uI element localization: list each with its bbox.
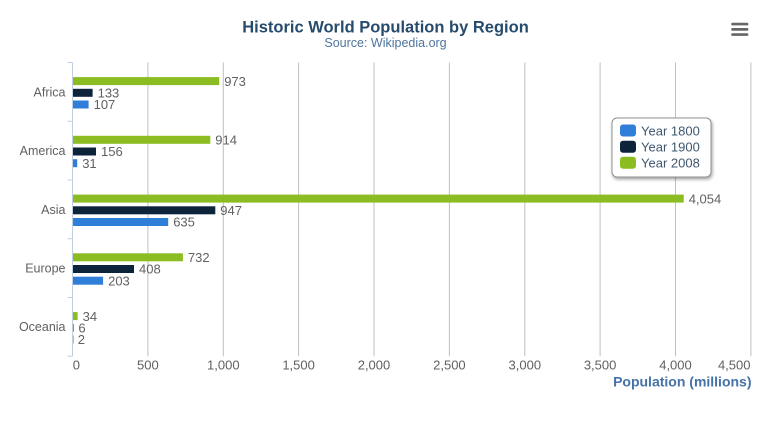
svg-text:1,000: 1,000	[207, 358, 240, 373]
svg-text:4,054: 4,054	[689, 191, 722, 206]
svg-text:0: 0	[73, 358, 80, 373]
svg-text:500: 500	[137, 358, 159, 373]
svg-text:31: 31	[82, 156, 96, 171]
svg-text:2: 2	[78, 332, 85, 347]
svg-text:Year 1900: Year 1900	[641, 140, 700, 155]
svg-text:635: 635	[173, 215, 195, 230]
svg-text:107: 107	[94, 97, 116, 112]
svg-text:Year 1800: Year 1800	[641, 123, 700, 138]
svg-text:Source: Wikipedia.org: Source: Wikipedia.org	[324, 36, 446, 50]
svg-text:408: 408	[139, 262, 161, 277]
svg-text:133: 133	[98, 86, 120, 101]
svg-text:Population (millions): Population (millions)	[613, 374, 751, 390]
svg-text:34: 34	[83, 309, 97, 324]
svg-text:America: America	[20, 144, 66, 158]
svg-text:3,500: 3,500	[584, 358, 617, 373]
svg-text:732: 732	[188, 250, 210, 265]
svg-text:6: 6	[78, 321, 85, 336]
svg-text:4,000: 4,000	[659, 358, 692, 373]
svg-text:4,500: 4,500	[718, 358, 751, 373]
svg-text:Oceania: Oceania	[19, 320, 66, 334]
svg-text:914: 914	[215, 133, 237, 148]
svg-text:Europe: Europe	[25, 262, 65, 276]
svg-text:2,000: 2,000	[358, 358, 391, 373]
svg-text:Asia: Asia	[41, 203, 65, 217]
svg-text:947: 947	[220, 203, 242, 218]
svg-text:203: 203	[108, 273, 130, 288]
svg-text:2,500: 2,500	[433, 358, 466, 373]
svg-text:Historic World Population by R: Historic World Population by Region	[242, 19, 529, 37]
svg-text:156: 156	[101, 144, 123, 159]
svg-text:3,000: 3,000	[509, 358, 542, 373]
svg-text:Year 2008: Year 2008	[641, 156, 700, 171]
svg-text:973: 973	[224, 74, 246, 89]
svg-text:1,500: 1,500	[282, 358, 315, 373]
svg-text:Africa: Africa	[34, 85, 66, 99]
